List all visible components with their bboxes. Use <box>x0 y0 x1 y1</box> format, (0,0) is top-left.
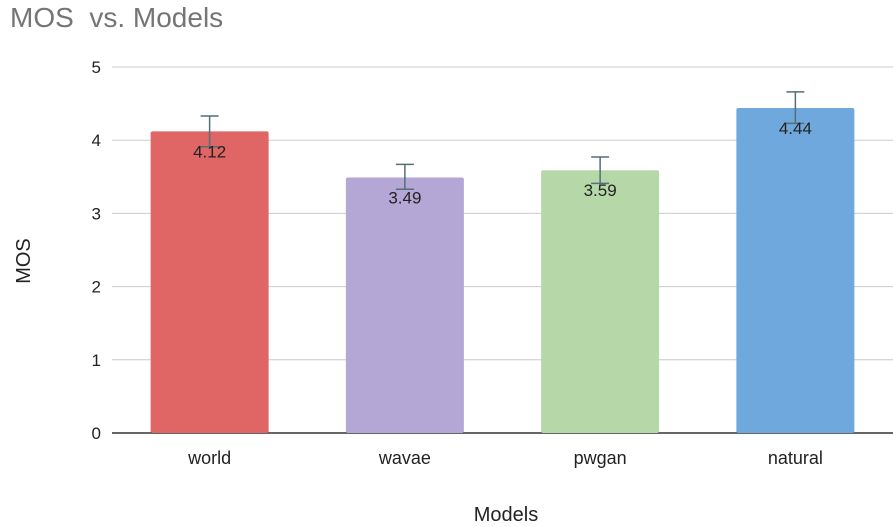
x-axis-title: Models <box>474 504 538 526</box>
data-label-world: 4.12 <box>193 142 226 161</box>
y-tick-label: 0 <box>92 424 101 443</box>
chart-title: MOS vs. Models <box>10 2 224 33</box>
data-labels: 4.12 3.49 3.59 4.44 <box>193 119 812 208</box>
bars <box>150 107 855 433</box>
error-bars <box>200 91 805 190</box>
x-tick-label-natural: natural <box>768 448 823 468</box>
error-bar-wavae <box>395 163 414 190</box>
error-bar-pwgan <box>591 156 610 185</box>
y-axis-title: MOS <box>13 238 35 284</box>
x-tick-label-pwgan: pwgan <box>574 448 627 468</box>
y-tick-label: 2 <box>92 278 101 297</box>
y-tick-label: 3 <box>92 204 101 223</box>
data-label-wavae: 3.49 <box>388 189 421 208</box>
bar-wavae <box>345 177 464 433</box>
bar-pwgan <box>541 170 660 433</box>
y-tick-labels: 0 1 2 3 4 5 <box>92 58 101 443</box>
bar-natural <box>736 107 855 433</box>
y-tick-label: 4 <box>92 131 101 150</box>
data-label-natural: 4.44 <box>779 119 812 138</box>
error-bar-natural <box>786 91 805 125</box>
x-tick-labels: world wavae pwgan natural <box>187 448 823 468</box>
y-tick-label: 1 <box>92 351 101 370</box>
data-label-pwgan: 3.59 <box>584 181 617 200</box>
bar-world <box>150 131 269 433</box>
y-tick-label: 5 <box>92 58 101 77</box>
x-tick-label-wavae: wavae <box>378 448 431 468</box>
error-bar-world <box>200 115 219 148</box>
x-tick-label-world: world <box>187 448 231 468</box>
